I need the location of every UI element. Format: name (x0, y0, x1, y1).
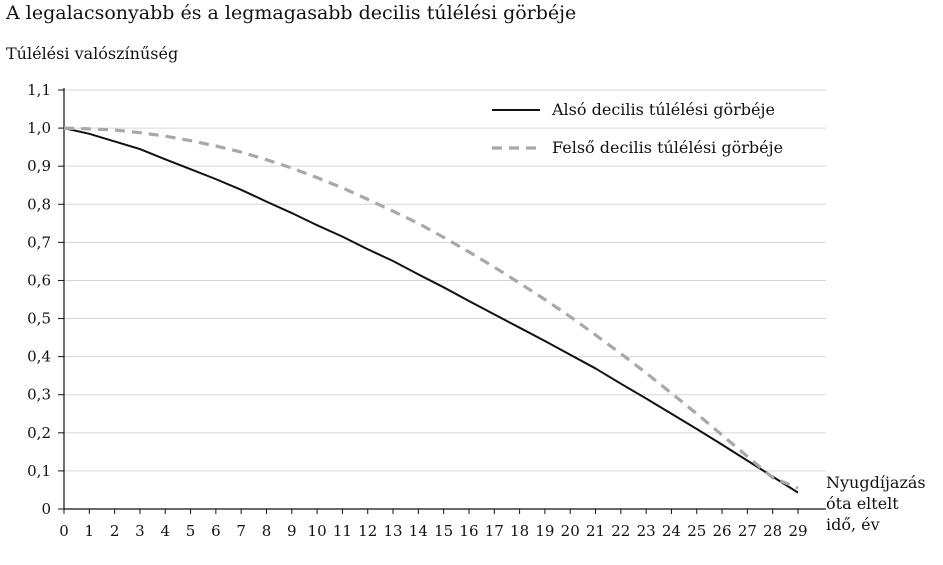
y-axis-label: Túlélési valószínűség (6, 44, 179, 63)
x-tick-label-2: 2 (110, 522, 120, 540)
chart-title: A legalacsonyabb és a legmagasabb decili… (6, 2, 577, 24)
x-tick-label-5: 5 (186, 522, 196, 540)
x-tick-label-29: 29 (788, 522, 807, 540)
x-tick-label-17: 17 (485, 522, 504, 540)
y-tick-label-6: 0,6 (27, 271, 51, 289)
x-axis-label-line-1: Nyugdíjazás (826, 473, 926, 492)
x-tick-label-23: 23 (637, 522, 656, 540)
legend-label-0: Alsó decilis túlélési görbéje (551, 100, 775, 119)
x-tick-label-22: 22 (611, 522, 630, 540)
x-tick-label-27: 27 (738, 522, 757, 540)
y-tick-label-9: 0,9 (27, 157, 51, 175)
x-tick-label-18: 18 (510, 522, 529, 540)
x-tick-label-28: 28 (763, 522, 782, 540)
x-axis-label-line-3: idő, év (826, 515, 880, 534)
y-tick-label-11: 1,1 (27, 81, 51, 99)
y-tick-label-3: 0,3 (27, 386, 51, 404)
y-tick-label-10: 1,0 (27, 119, 51, 137)
x-tick-label-9: 9 (287, 522, 297, 540)
y-tick-label-0: 0 (41, 500, 51, 518)
x-tick-label-11: 11 (333, 522, 352, 540)
x-tick-label-26: 26 (713, 522, 732, 540)
legend-label-1: Felső decilis túlélési görbéje (552, 138, 783, 157)
series-line-0 (63, 127, 799, 494)
x-tick-label-21: 21 (586, 522, 605, 540)
x-tick-label-4: 4 (160, 522, 170, 540)
grid-lines (64, 89, 826, 472)
x-tick-label-1: 1 (85, 522, 95, 540)
x-tick-label-6: 6 (211, 522, 221, 540)
legend: Alsó decilis túlélési görbéje Felső decil… (492, 100, 783, 157)
series-line-1 (63, 126, 799, 490)
x-tick-label-19: 19 (535, 522, 554, 540)
y-tick-label-8: 0,8 (27, 195, 51, 213)
x-tick-label-10: 10 (308, 522, 327, 540)
x-tick-label-15: 15 (434, 522, 453, 540)
x-tick-label-12: 12 (358, 522, 377, 540)
x-tick-label-3: 3 (135, 522, 145, 540)
y-tick-label-7: 0,7 (27, 233, 51, 251)
y-tick-label-5: 0,5 (27, 310, 51, 328)
x-tick-label-0: 0 (59, 522, 69, 540)
y-tick-label-2: 0,2 (27, 424, 51, 442)
x-tick-label-8: 8 (262, 522, 272, 540)
x-tick-label-7: 7 (236, 522, 246, 540)
x-tick-label-16: 16 (459, 522, 478, 540)
axes: 00,10,20,30,40,50,60,70,80,91,01,10 1 2 3 4 5… (27, 81, 826, 540)
x-tick-label-14: 14 (409, 522, 428, 540)
x-tick-label-25: 25 (687, 522, 706, 540)
series-lines (63, 126, 799, 494)
x-axis-label-line-2: óta eltelt (826, 494, 899, 513)
y-tick-label-1: 0,1 (27, 462, 51, 480)
x-tick-label-13: 13 (383, 522, 402, 540)
x-axis-label: Nyugdíjazás óta eltelt idő, év (826, 472, 941, 535)
x-tick-label-24: 24 (662, 522, 681, 540)
y-tick-label-4: 0,4 (27, 348, 51, 366)
x-tick-label-20: 20 (561, 522, 580, 540)
